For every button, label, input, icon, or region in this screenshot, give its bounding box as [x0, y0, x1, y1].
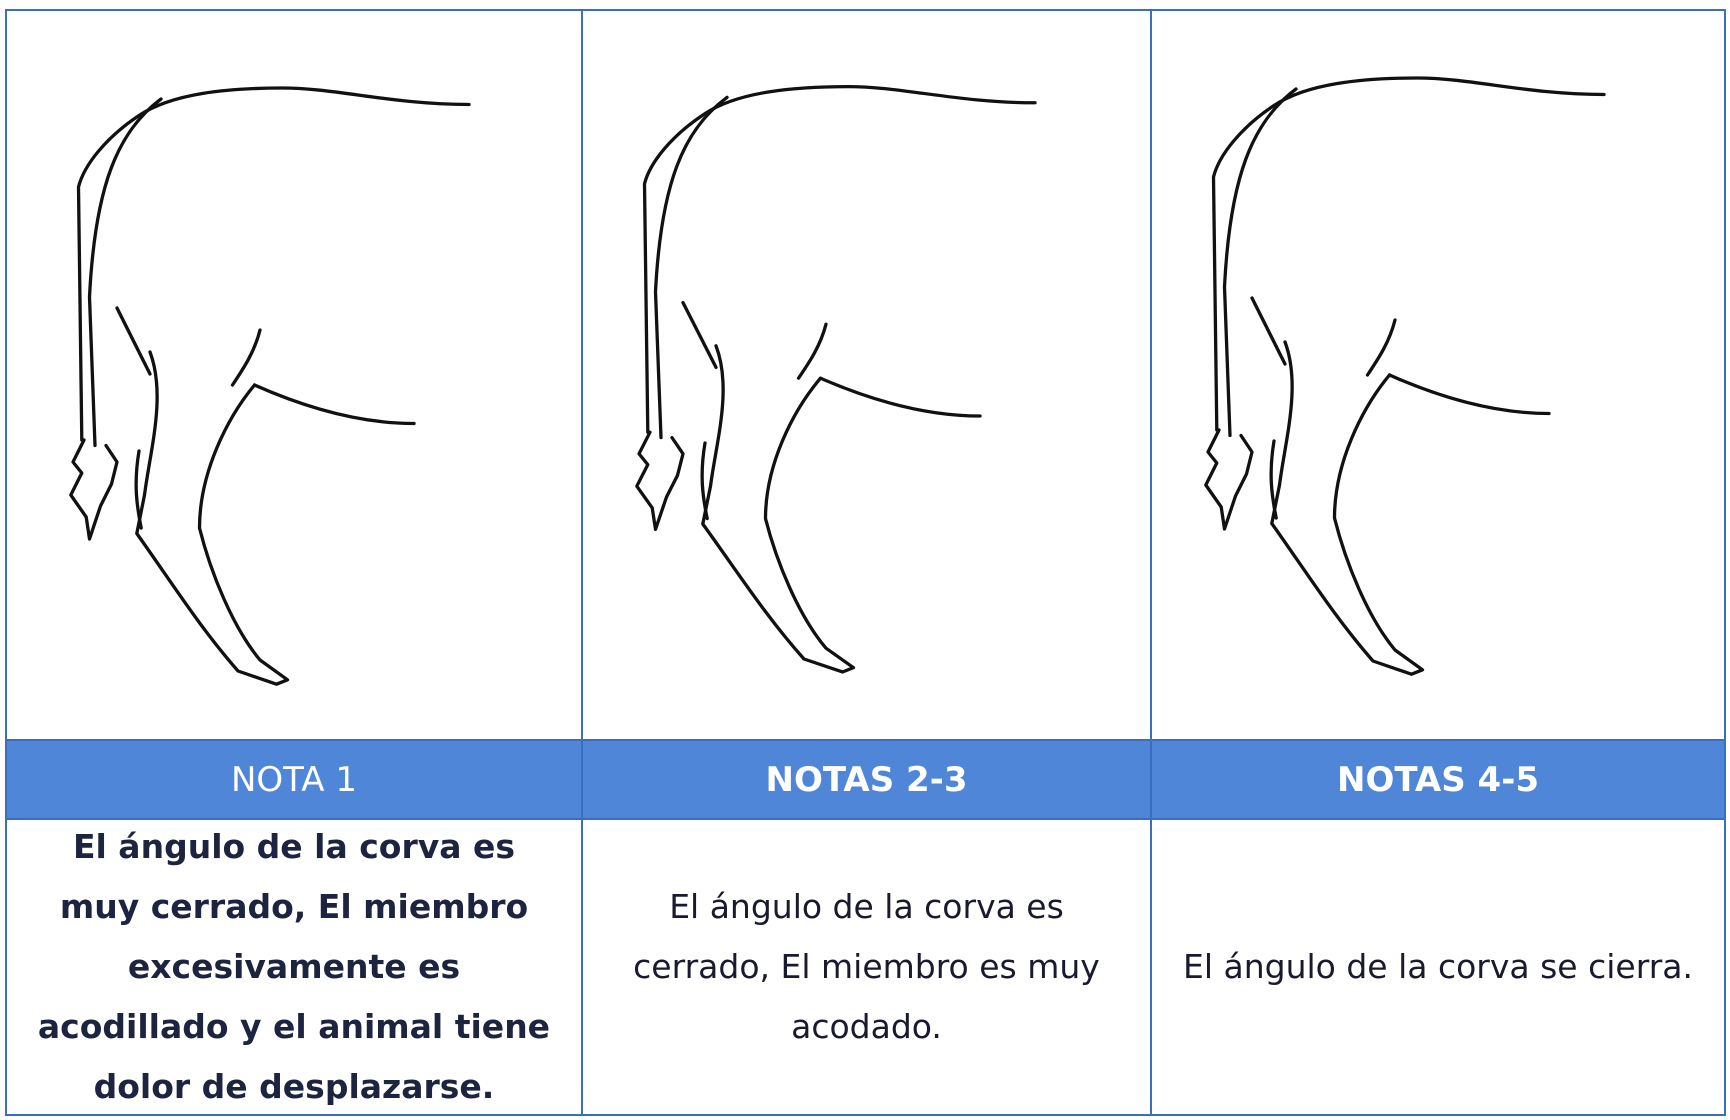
leg-drawing: [1204, 76, 1606, 676]
image-cell: [581, 9, 1152, 741]
image-cell: [5, 9, 583, 741]
description: El ángulo de la corva se cierra.: [1150, 818, 1726, 1116]
column-heading: NOTAS 4-5: [1150, 739, 1726, 820]
column-heading: NOTAS 2-3: [581, 739, 1152, 820]
leg-drawing: [635, 84, 1037, 674]
image-cell: [1150, 9, 1726, 741]
column-heading: NOTA 1: [5, 739, 583, 820]
description: El ángulo de la corva es cerrado, El mie…: [581, 818, 1152, 1116]
description: El ángulo de la corva es muy cerrado, El…: [5, 818, 583, 1116]
leg-drawing: [69, 86, 471, 686]
